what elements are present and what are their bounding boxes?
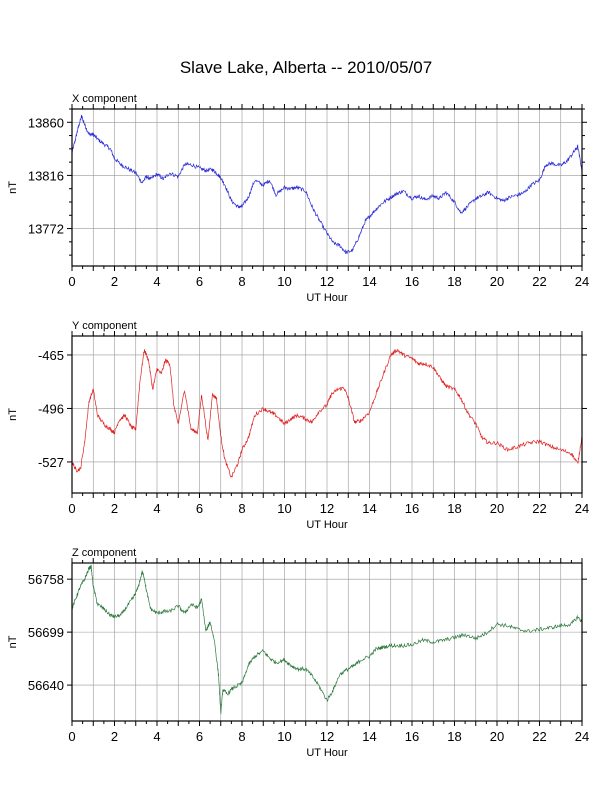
y-axis-label: nT [7, 181, 19, 194]
x-tick-label: 12 [320, 729, 334, 744]
x-tick-label: 24 [575, 274, 589, 289]
component-label: X component [72, 93, 137, 105]
y-tick-label: -527 [38, 455, 64, 470]
y-axis-label: nT [7, 408, 19, 421]
x-tick-label: 22 [532, 729, 546, 744]
x-tick-label: 24 [575, 501, 589, 516]
y-tick-label: 13816 [28, 168, 64, 183]
x-tick-label: 14 [362, 274, 376, 289]
x-tick-label: 4 [153, 274, 160, 289]
x-tick-label: 22 [532, 274, 546, 289]
x-tick-label: 4 [153, 729, 160, 744]
series-line [71, 348, 583, 478]
x-tick-label: 10 [277, 729, 291, 744]
x-tick-label: 2 [111, 501, 118, 516]
page-title: Slave Lake, Alberta -- 2010/05/07 [179, 58, 433, 77]
x-tick-label: 8 [238, 274, 245, 289]
x-tick-label: 6 [196, 501, 203, 516]
x-tick-label: 20 [490, 274, 504, 289]
series-line [71, 564, 583, 714]
y-tick-label: 56758 [28, 572, 64, 587]
component-label: Z component [72, 547, 136, 559]
x-tick-label: 10 [277, 501, 291, 516]
x-tick-label: 2 [111, 729, 118, 744]
y-tick-label: -465 [38, 348, 64, 363]
x-axis-label: UT Hour [306, 747, 348, 759]
y-tick-label: -496 [38, 401, 64, 416]
x-tick-label: 4 [153, 501, 160, 516]
x-tick-label: 16 [405, 274, 419, 289]
x-tick-label: 18 [447, 501, 461, 516]
y-tick-label: 13772 [28, 222, 64, 237]
x-tick-label: 16 [405, 729, 419, 744]
x-tick-label: 20 [490, 729, 504, 744]
x-tick-label: 0 [68, 729, 75, 744]
component-label: Y component [72, 320, 137, 332]
x-tick-label: 8 [238, 729, 245, 744]
x-tick-label: 0 [68, 274, 75, 289]
x-axis-label: UT Hour [306, 292, 348, 304]
x-tick-label: 6 [196, 729, 203, 744]
x-tick-label: 24 [575, 729, 589, 744]
x-tick-label: 18 [447, 729, 461, 744]
x-tick-label: 6 [196, 274, 203, 289]
x-tick-label: 20 [490, 501, 504, 516]
x-tick-label: 22 [532, 501, 546, 516]
x-tick-label: 14 [362, 729, 376, 744]
x-tick-label: 16 [405, 501, 419, 516]
x-tick-label: 18 [447, 274, 461, 289]
x-tick-label: 12 [320, 501, 334, 516]
y-tick-label: 13860 [28, 115, 64, 130]
x-tick-label: 14 [362, 501, 376, 516]
x-tick-label: 10 [277, 274, 291, 289]
x-tick-label: 8 [238, 501, 245, 516]
x-tick-label: 2 [111, 274, 118, 289]
y-axis-label: nT [7, 635, 19, 648]
x-tick-label: 12 [320, 274, 334, 289]
y-tick-label: 56699 [28, 625, 64, 640]
y-tick-label: 56640 [28, 678, 64, 693]
x-axis-label: UT Hour [306, 519, 348, 531]
series-line [71, 114, 583, 254]
x-tick-label: 0 [68, 501, 75, 516]
